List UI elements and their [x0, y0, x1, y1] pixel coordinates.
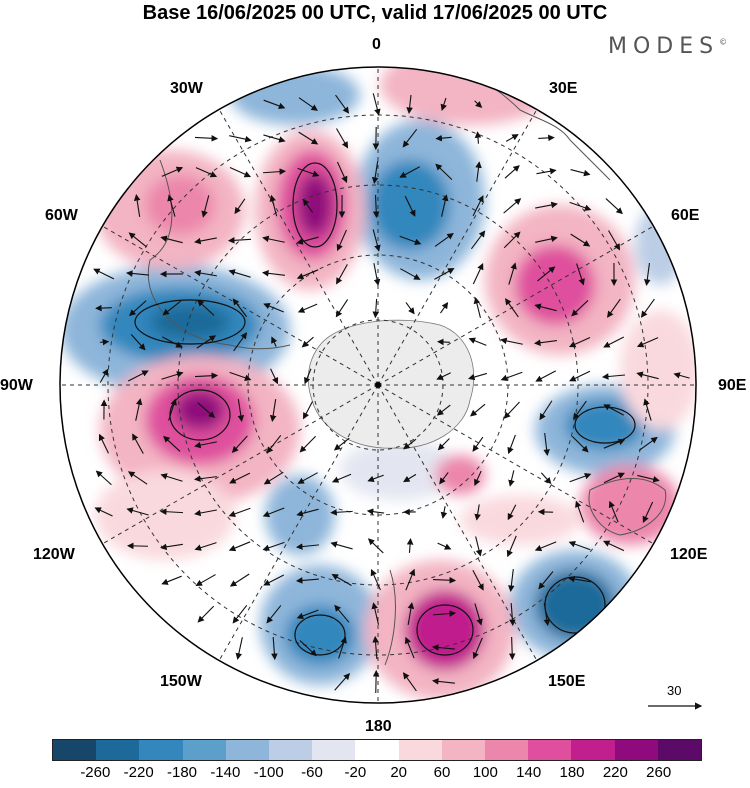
anomaly-low-140e: [535, 570, 615, 640]
colorbar-tick-label: 220: [603, 764, 628, 781]
anomaly-high-60w: [145, 175, 215, 235]
lon-label-150e: 150E: [548, 673, 585, 691]
lon-label-120e: 120E: [670, 546, 707, 564]
lon-label-30e: 30E: [549, 80, 577, 98]
lon-label-150w: 150W: [160, 673, 202, 691]
lon-label-30w: 30W: [170, 80, 203, 98]
colorbar-segment: [658, 740, 701, 760]
colorbar-segment: [312, 740, 355, 760]
colorbar-segment: [183, 740, 226, 760]
colorbar-segment: [96, 740, 139, 760]
anomaly-low-30w: [230, 65, 360, 125]
colorbar-tick-label: -220: [124, 764, 154, 781]
colorbar-tick-label: 100: [473, 764, 498, 781]
lon-label-120w: 120W: [33, 546, 75, 564]
anomaly-high-100w: [175, 390, 225, 430]
wind-vector-arrow: [96, 308, 112, 309]
colorbar-segment: [571, 740, 614, 760]
colorbar-segment: [269, 740, 312, 760]
wind-vector-arrow: [512, 637, 513, 659]
lon-label-60w: 60W: [45, 207, 78, 225]
colorbar: [52, 739, 702, 761]
lon-label-90e: 90E: [718, 377, 746, 395]
colorbar-segment: [485, 740, 528, 760]
antarctica-landmass: [308, 320, 473, 448]
colorbar-tick-label: 140: [516, 764, 541, 781]
colorbar-tick-label: -100: [254, 764, 284, 781]
colorbar-segment: [528, 740, 571, 760]
lon-label-180: 180: [365, 718, 392, 736]
wind-vector-arrow: [538, 138, 553, 139]
colorbar-segment: [53, 740, 96, 760]
south-pole-marker: [375, 382, 381, 388]
colorbar-tick-label: 60: [434, 764, 451, 781]
anomaly-low-75w: [150, 304, 230, 340]
wind-vector-arrow: [438, 342, 450, 343]
lon-label-0: 0: [372, 36, 381, 54]
colorbar-tick-label: -180: [167, 764, 197, 781]
colorbar-tick-label: 180: [559, 764, 584, 781]
colorbar-tick-label: -20: [344, 764, 366, 781]
colorbar-segment: [615, 740, 658, 760]
colorbar-segment: [226, 740, 269, 760]
wind-vector-arrow: [100, 342, 108, 343]
colorbar-segment: [139, 740, 182, 760]
colorbar-tick-label: -140: [210, 764, 240, 781]
colorbar-segment: [442, 740, 485, 760]
lon-label-60e: 60E: [671, 207, 699, 225]
anomaly-high-25w: [297, 173, 333, 237]
colorbar-ticks: -260 -220 -180 -140 -100 -60 -20 20 60 100 140 180 2…: [52, 764, 702, 783]
reference-vector-label: 30: [667, 683, 681, 698]
colorbar-tick-label: -260: [80, 764, 110, 781]
colorbar-segment: [355, 740, 398, 760]
colorbar-tick-label: 20: [390, 764, 407, 781]
lon-label-90w: 90W: [0, 377, 33, 395]
colorbar-tick-label: 260: [646, 764, 671, 781]
colorbar-segment: [399, 740, 442, 760]
colorbar-tick-label: -60: [301, 764, 323, 781]
anomaly-high-60e: [515, 245, 595, 325]
